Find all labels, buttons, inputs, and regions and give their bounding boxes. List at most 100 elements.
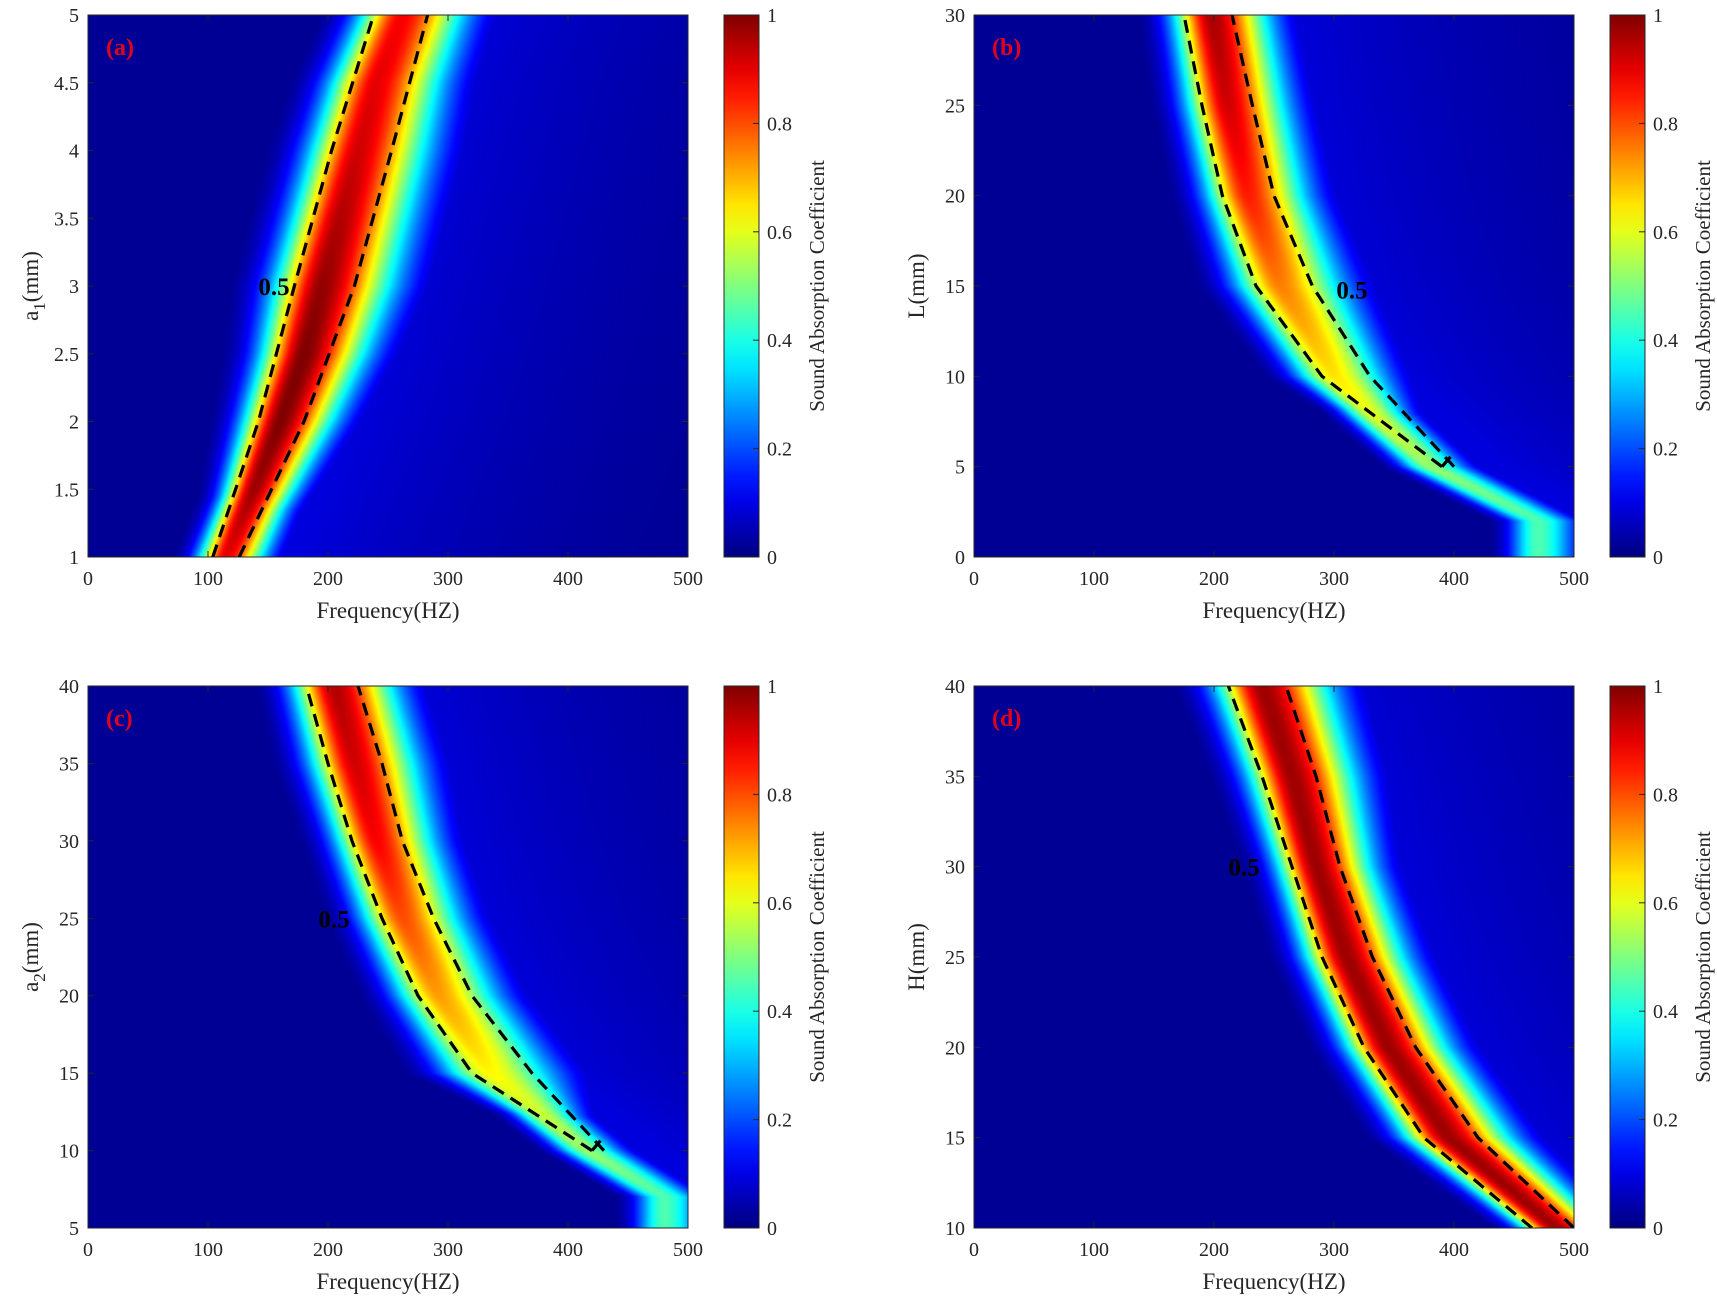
colorbar-tick-label: 0.4 [767, 330, 792, 352]
y-tick-label: 10 [945, 1218, 965, 1240]
panel-label: (c) [106, 706, 133, 732]
colorbar-tick-label: 0.2 [1653, 439, 1678, 461]
colorbar-tick-label: 0 [1653, 547, 1663, 569]
y-tick-label: 5 [69, 1218, 79, 1240]
y-axis-label: a2(mm) [18, 922, 49, 992]
x-tick-label: 500 [1559, 568, 1589, 590]
colorbar-tick-label: 0 [767, 547, 777, 569]
colorbar-tick-label: 0.4 [767, 1001, 792, 1023]
heatmap-image [974, 15, 1574, 557]
y-tick-label: 30 [945, 5, 965, 27]
y-tick-label: 1.5 [54, 479, 79, 501]
y-axis-label: L(mm) [904, 253, 929, 318]
y-tick-label: 20 [59, 986, 79, 1008]
colorbar-label: Sound Absorption Coefficient [805, 831, 829, 1083]
x-tick-label: 500 [673, 568, 703, 590]
contour-level-label: 0.5 [1336, 278, 1367, 305]
y-tick-label: 25 [945, 95, 965, 117]
y-tick-label: 15 [945, 276, 965, 298]
colorbar: 0 0.2 0.4 0.6 0.8 1 Sound Absorption Coefficie… [723, 5, 829, 569]
contour-line-left [304, 686, 593, 1152]
x-tick-label: 500 [1559, 1239, 1589, 1261]
colorbar-tick-label: 0.8 [1653, 784, 1678, 806]
colorbar-tick-label: 0.6 [1653, 893, 1678, 915]
y-tick-label: 4.5 [54, 73, 79, 95]
colorbar-tick-label: 0.2 [767, 1110, 792, 1132]
colorbar-tick-label: 0.8 [767, 784, 792, 806]
y-tick-label: 5 [69, 5, 79, 27]
panel-b: 0.5(b)0 100 200 300 400 500051015202530Freque… [904, 5, 1715, 623]
y-axis-label: a1(mm) [18, 251, 49, 321]
y-tick-label: 3.5 [54, 208, 79, 230]
y-tick-label: 10 [945, 366, 965, 388]
contour-line-right [1284, 686, 1574, 1228]
x-tick-label: 500 [673, 1239, 703, 1261]
panel-label: (b) [992, 35, 1021, 61]
colorbar-tick-label: 0.2 [1653, 1110, 1678, 1132]
colorbar-tick-label: 0 [1653, 1218, 1663, 1240]
x-axis-label: Frequency(HZ) [1202, 1269, 1345, 1294]
contour-line-left [1226, 686, 1534, 1228]
y-tick-label: 15 [59, 1063, 79, 1085]
colorbar-tick-label: 0.2 [767, 439, 792, 461]
x-tick-label: 0 [969, 568, 979, 590]
colorbar: 0 0.2 0.4 0.6 0.8 1 Sound Absorption Coefficie… [1609, 5, 1715, 569]
y-tick-label: 4 [69, 141, 79, 163]
colorbar-tick-label: 1 [1653, 5, 1663, 27]
x-tick-label: 100 [193, 568, 223, 590]
heatmap-image [974, 686, 1574, 1228]
panel-c: 0.5(c)0 100 200 300 400 500510152025303540Fre… [18, 676, 829, 1294]
y-tick-label: 3 [69, 276, 79, 298]
colorbar-gradient [1609, 685, 1646, 1229]
colorbar-tick-label: 0.8 [767, 113, 792, 135]
x-tick-label: 0 [969, 1239, 979, 1261]
x-tick-label: 200 [1199, 568, 1229, 590]
heatmap-image [88, 686, 688, 1228]
panel-label: (a) [106, 35, 134, 61]
x-tick-label: 300 [1319, 1239, 1349, 1261]
contour-line-cap [590, 1135, 606, 1152]
y-tick-label: 35 [945, 766, 965, 788]
x-tick-label: 0 [83, 568, 93, 590]
y-tick-label: 15 [945, 1128, 965, 1150]
contour-level-label: 0.5 [258, 274, 289, 301]
x-tick-label: 100 [1079, 1239, 1109, 1261]
x-tick-label: 100 [1079, 568, 1109, 590]
x-tick-label: 300 [433, 568, 463, 590]
x-tick-label: 400 [553, 1239, 583, 1261]
colorbar-tick-label: 1 [1653, 676, 1663, 698]
y-axis-label: H(mm) [904, 923, 929, 991]
contour-line-right [1230, 15, 1456, 468]
colorbar-tick-label: 0.4 [1653, 330, 1678, 352]
contour-line-right [356, 686, 606, 1152]
y-tick-label: 25 [59, 908, 79, 930]
colorbar-gradient [723, 14, 760, 558]
colorbar-tick-label: 0.8 [1653, 113, 1678, 135]
x-tick-label: 200 [1199, 1239, 1229, 1261]
axes-frame [87, 685, 689, 1229]
colorbar-tick-label: 0.6 [767, 893, 792, 915]
y-tick-label: 20 [945, 186, 965, 208]
x-axis-label: Frequency(HZ) [1202, 598, 1345, 623]
y-tick-label: 30 [59, 831, 79, 853]
y-tick-label: 2 [69, 412, 79, 434]
y-tick-label: 35 [59, 753, 79, 775]
contour-line-left [211, 15, 376, 557]
heatmap-image [88, 15, 688, 557]
colorbar-label: Sound Absorption Coefficient [805, 160, 829, 412]
y-tick-label: 0 [955, 547, 965, 569]
y-tick-label: 40 [945, 676, 965, 698]
contour-level-label: 0.5 [318, 906, 349, 933]
contour-line-right [237, 15, 430, 557]
x-tick-label: 300 [433, 1239, 463, 1261]
x-tick-label: 400 [1439, 568, 1469, 590]
x-tick-label: 400 [553, 568, 583, 590]
x-tick-label: 200 [313, 1239, 343, 1261]
y-tick-label: 5 [955, 457, 965, 479]
x-axis-label: Frequency(HZ) [316, 598, 459, 623]
x-axis-label: Frequency(HZ) [316, 1269, 459, 1294]
y-tick-label: 2.5 [54, 344, 79, 366]
colorbar-gradient [723, 685, 760, 1229]
colorbar-tick-label: 1 [767, 676, 777, 698]
